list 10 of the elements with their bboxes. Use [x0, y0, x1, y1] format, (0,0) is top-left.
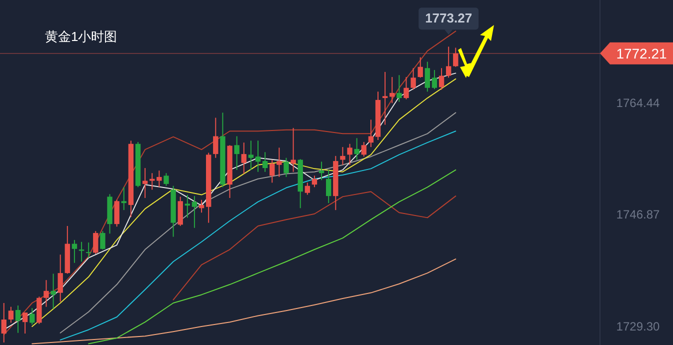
line-series: [88, 169, 456, 344]
line-series: [32, 258, 456, 344]
annotation: 1773.27: [418, 8, 479, 35]
ref-line-label: 1772.21: [616, 45, 668, 62]
y-tick-label: 1729.30: [616, 320, 660, 334]
text: 黄金1小时图: [45, 29, 118, 44]
y-tick-label: 1764.44: [616, 96, 660, 110]
y-tick-label: 1746.87: [616, 208, 660, 222]
line-series: [172, 191, 456, 300]
annotation: 1773.27: [425, 10, 472, 26]
